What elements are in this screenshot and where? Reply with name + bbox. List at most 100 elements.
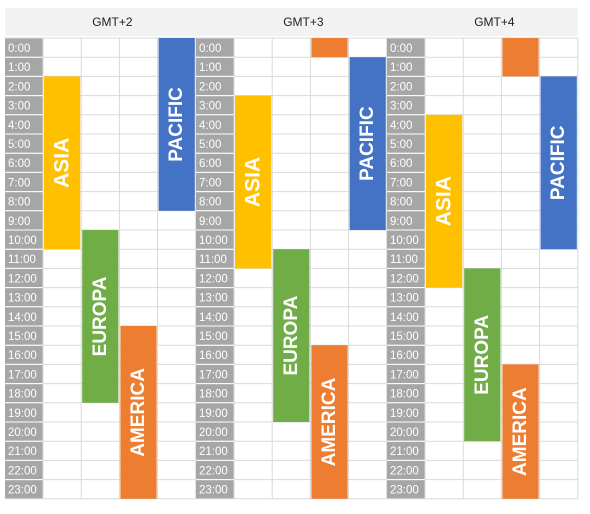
hour-label: 19:00 xyxy=(199,408,228,420)
hour-label: 6:00 xyxy=(199,158,221,170)
hour-label: 2:00 xyxy=(390,81,412,93)
session-bar-america xyxy=(311,345,348,499)
hour-label: 9:00 xyxy=(8,216,30,228)
hour-label: 21:00 xyxy=(390,446,419,458)
session-bar-america xyxy=(120,326,157,499)
hour-label: 5:00 xyxy=(8,139,30,151)
hour-label: 10:00 xyxy=(199,235,228,247)
session-bar-asia xyxy=(44,76,81,250)
session-bar-america xyxy=(502,364,539,499)
session-label-europa: EUROPA xyxy=(90,276,111,356)
hour-label: 7:00 xyxy=(8,177,30,189)
session-label-europa: EUROPA xyxy=(472,315,493,395)
hour-label: 20:00 xyxy=(199,427,228,439)
hour-label: 13:00 xyxy=(199,293,228,305)
hour-label: 22:00 xyxy=(199,465,228,477)
hour-label: 9:00 xyxy=(390,216,412,228)
hour-label: 15:00 xyxy=(390,331,419,343)
hour-label: 2:00 xyxy=(8,81,30,93)
panel-header-0 xyxy=(5,8,196,36)
hour-label: 14:00 xyxy=(390,312,419,324)
hour-label: 18:00 xyxy=(199,389,228,401)
hour-label: 1:00 xyxy=(8,62,30,74)
hour-label: 9:00 xyxy=(199,216,221,228)
hour-label: 4:00 xyxy=(199,120,221,132)
timezone-label: GMT+4 xyxy=(474,15,515,29)
hour-label: 13:00 xyxy=(8,293,37,305)
hour-label: 18:00 xyxy=(8,389,37,401)
session-bar-europa xyxy=(464,268,501,442)
hour-label: 10:00 xyxy=(390,235,419,247)
hour-label: 16:00 xyxy=(8,350,37,362)
hour-label: 12:00 xyxy=(390,273,419,285)
session-label-pacific: PACIFIC xyxy=(548,125,569,200)
hour-label: 12:00 xyxy=(199,273,228,285)
hour-label: 22:00 xyxy=(8,465,37,477)
hour-label: 7:00 xyxy=(199,177,221,189)
hour-label: 7:00 xyxy=(390,177,412,189)
hour-label: 14:00 xyxy=(8,312,37,324)
session-bar-asia xyxy=(235,95,272,269)
panel-header-1 xyxy=(196,8,387,36)
session-bar-asia xyxy=(426,114,463,288)
hour-label: 13:00 xyxy=(390,293,419,305)
hour-label: 3:00 xyxy=(390,101,412,113)
hour-label: 4:00 xyxy=(8,120,30,132)
session-label-pacific: PACIFIC xyxy=(166,87,187,162)
hour-label: 3:00 xyxy=(8,101,30,113)
hour-label: 8:00 xyxy=(390,197,412,209)
hour-label: 14:00 xyxy=(199,312,228,324)
hour-label: 21:00 xyxy=(8,446,37,458)
hour-label: 11:00 xyxy=(390,254,418,266)
hour-label: 16:00 xyxy=(390,350,419,362)
hour-label: 23:00 xyxy=(199,485,228,497)
panel-header-2 xyxy=(387,8,578,36)
session-label-asia: ASIA xyxy=(242,157,265,207)
hour-label: 19:00 xyxy=(8,408,37,420)
session-bar-america xyxy=(311,38,348,58)
session-label-asia: ASIA xyxy=(433,176,456,226)
timezone-label: GMT+3 xyxy=(283,15,324,29)
hour-label: 23:00 xyxy=(8,485,37,497)
session-bar-pacific xyxy=(540,76,577,250)
session-bar-europa xyxy=(273,249,310,422)
session-bar-pacific xyxy=(349,57,386,231)
hour-label: 0:00 xyxy=(199,43,221,55)
hour-label: 6:00 xyxy=(390,158,412,170)
hour-label: 8:00 xyxy=(8,197,30,209)
hour-label: 22:00 xyxy=(390,465,419,477)
hour-label: 23:00 xyxy=(390,485,419,497)
hour-label: 18:00 xyxy=(390,389,419,401)
session-label-america: AMERICA xyxy=(319,377,340,466)
hour-label: 16:00 xyxy=(199,350,228,362)
hour-label: 20:00 xyxy=(8,427,37,439)
timezone-label: GMT+2 xyxy=(92,15,133,29)
hour-label: 1:00 xyxy=(390,62,412,74)
hour-label: 21:00 xyxy=(199,446,228,458)
hour-label: 15:00 xyxy=(8,331,37,343)
hour-label: 12:00 xyxy=(8,273,37,285)
hour-label: 20:00 xyxy=(390,427,419,439)
hour-label: 0:00 xyxy=(390,43,412,55)
session-label-america: AMERICA xyxy=(510,387,531,476)
hour-label: 11:00 xyxy=(199,254,227,266)
hour-label: 17:00 xyxy=(199,369,228,381)
hour-label: 8:00 xyxy=(199,197,221,209)
session-label-europa: EUROPA xyxy=(281,295,302,375)
session-bar-pacific xyxy=(158,38,195,211)
hour-label: 5:00 xyxy=(390,139,412,151)
hour-label: 17:00 xyxy=(390,369,419,381)
hour-label: 15:00 xyxy=(199,331,228,343)
session-bar-europa xyxy=(82,230,119,403)
hour-label: 11:00 xyxy=(8,254,36,266)
hour-label: 6:00 xyxy=(8,158,30,170)
hour-label: 0:00 xyxy=(8,43,30,55)
hour-label: 1:00 xyxy=(199,62,221,74)
hour-label: 10:00 xyxy=(8,235,37,247)
session-label-pacific: PACIFIC xyxy=(357,106,378,181)
hour-label: 17:00 xyxy=(8,369,37,381)
hour-label: 2:00 xyxy=(199,81,221,93)
hour-label: 19:00 xyxy=(390,408,419,420)
hour-label: 4:00 xyxy=(390,120,412,132)
